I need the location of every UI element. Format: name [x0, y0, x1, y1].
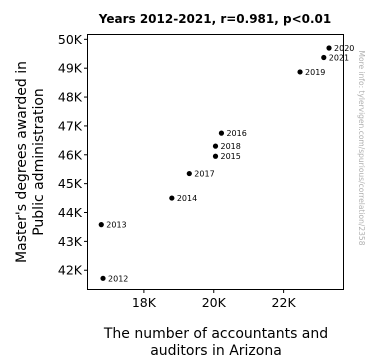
y-axis-title-line: Public administration	[31, 88, 47, 236]
y-tick-label: 46K	[58, 147, 83, 162]
y-axis-title: Master's degrees awarded inPublic admini…	[14, 61, 47, 263]
data-point-2012	[100, 275, 106, 281]
point-label-2016: 2016	[226, 129, 246, 138]
data-point-2016	[218, 130, 225, 136]
plot-frame	[87, 34, 344, 290]
point-label-2019: 2019	[305, 68, 325, 77]
data-point-2014	[169, 195, 175, 201]
x-axis-title: The number of accountants and auditors in…	[103, 326, 328, 355]
data-point-2020	[326, 45, 332, 51]
y-tick-label: 43K	[58, 234, 83, 249]
point-label-2013: 2013	[106, 221, 126, 230]
data-point-2013	[98, 222, 104, 228]
point-label-2014: 2014	[177, 194, 197, 203]
y-axis-title-line: Master's degrees awarded in	[14, 61, 30, 263]
y-tick-label: 47K	[58, 118, 83, 133]
point-label-2018: 2018	[221, 142, 241, 151]
y-tick-label: 49K	[58, 61, 83, 76]
x-axis-title-line: auditors in Arizona	[150, 343, 282, 355]
watermark-text: More info: tylervigen.com/spurious/corre…	[357, 51, 366, 246]
y-tick-label: 48K	[58, 90, 83, 105]
x-axis: 18K 20K 22K	[132, 289, 297, 310]
y-axis: 42K 43K 44K 45K 46K 47K 48K 49K 50K	[58, 32, 88, 278]
y-tick-label: 50K	[58, 32, 83, 47]
point-label-2021: 2021	[329, 54, 349, 63]
chart-title: Years 2012-2021, r=0.981, p<0.01	[98, 12, 332, 26]
y-tick-label: 45K	[58, 176, 83, 191]
data-point-2018	[212, 143, 219, 149]
data-point-2015	[212, 153, 219, 159]
point-label-2017: 2017	[194, 170, 214, 179]
y-tick-label: 44K	[58, 205, 83, 220]
data-point-2017	[186, 170, 192, 177]
x-tick-label: 22K	[272, 295, 297, 310]
point-label-2015: 2015	[221, 152, 241, 161]
point-label-2020: 2020	[334, 44, 354, 53]
y-tick-label: 42K	[58, 263, 83, 278]
data-point-2019	[297, 69, 303, 75]
x-axis-title-line: The number of accountants and	[103, 326, 328, 342]
plot-area	[87, 34, 344, 290]
x-tick-label: 18K	[132, 295, 157, 310]
x-tick-label: 20K	[202, 295, 227, 310]
data-point-2021	[321, 54, 327, 61]
point-label-2012: 2012	[108, 274, 128, 283]
